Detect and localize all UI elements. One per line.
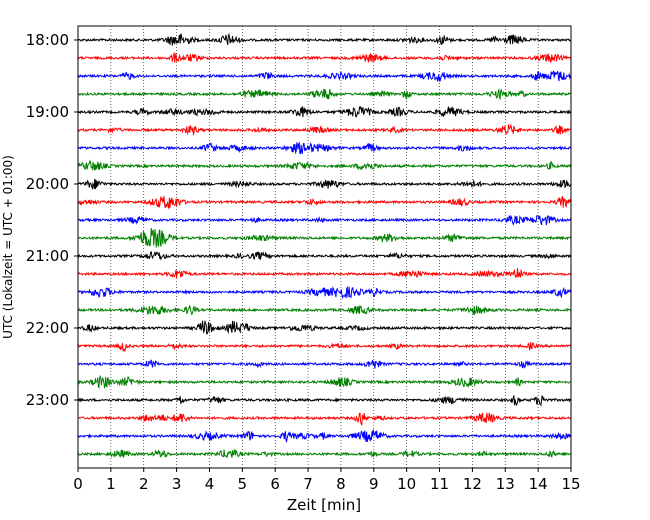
seismic-trace <box>77 285 572 300</box>
seismic-trace <box>77 178 572 191</box>
seismic-trace <box>77 395 572 407</box>
seismic-trace <box>77 159 572 171</box>
y-tick-label: 21:00 <box>26 247 69 265</box>
x-tick-label: 5 <box>238 475 248 493</box>
seismic-trace <box>77 268 572 279</box>
y-tick-label: 23:00 <box>26 391 69 409</box>
seismic-trace <box>77 304 572 316</box>
x-tick-label: 12 <box>463 475 482 493</box>
x-tick-label: 11 <box>430 475 449 493</box>
seismic-trace <box>77 123 572 137</box>
x-tick-label: 6 <box>270 475 280 493</box>
x-tick-label: 4 <box>205 475 215 493</box>
seismic-trace <box>77 448 572 458</box>
x-tick-label: 0 <box>73 475 83 493</box>
x-tick-label: 1 <box>106 475 116 493</box>
x-tick-label: 15 <box>561 475 580 493</box>
x-tick-label: 2 <box>139 475 149 493</box>
plot-frame <box>77 25 572 469</box>
x-tick-label: 8 <box>336 475 346 493</box>
y-axis-label: UTC (Lokalzeit = UTC + 01:00) <box>1 155 15 339</box>
x-tick-label: 9 <box>369 475 379 493</box>
seismic-trace <box>77 32 572 46</box>
x-axis-ticks: 0 1 2 3 4 5 6 7 8 9 10 11 12 13 14 15 <box>73 468 581 493</box>
seismic-trace <box>77 429 572 443</box>
x-tick-label: 13 <box>496 475 515 493</box>
y-tick-label: 19:00 <box>26 103 69 121</box>
seismic-trace <box>77 374 572 389</box>
plot-background <box>78 26 571 468</box>
seismic-trace <box>77 359 572 369</box>
seismic-trace <box>77 88 572 101</box>
seismic-trace <box>77 105 572 118</box>
y-tick-label: 18:00 <box>26 31 69 49</box>
x-axis-label: Zeit [min] <box>287 496 361 514</box>
x-tick-label: 10 <box>397 475 416 493</box>
seismic-traces <box>77 32 572 458</box>
y-tick-label: 20:00 <box>26 175 69 193</box>
seismic-trace <box>77 412 572 427</box>
seismic-trace <box>77 251 572 261</box>
seismic-trace <box>77 227 572 248</box>
seismic-trace <box>77 195 572 210</box>
y-axis-ticks: 18:00 19:00 20:00 21:00 22:00 23:00 <box>26 31 78 409</box>
x-tick-label: 7 <box>303 475 313 493</box>
seismic-trace <box>77 341 572 353</box>
seismic-trace <box>77 141 572 155</box>
x-tick-label: 3 <box>172 475 182 493</box>
seismic-trace <box>77 70 572 83</box>
seismic-trace <box>77 214 572 226</box>
seismic-trace <box>77 320 572 335</box>
y-tick-label: 22:00 <box>26 319 69 337</box>
x-tick-label: 14 <box>529 475 548 493</box>
seismic-trace <box>77 52 572 64</box>
